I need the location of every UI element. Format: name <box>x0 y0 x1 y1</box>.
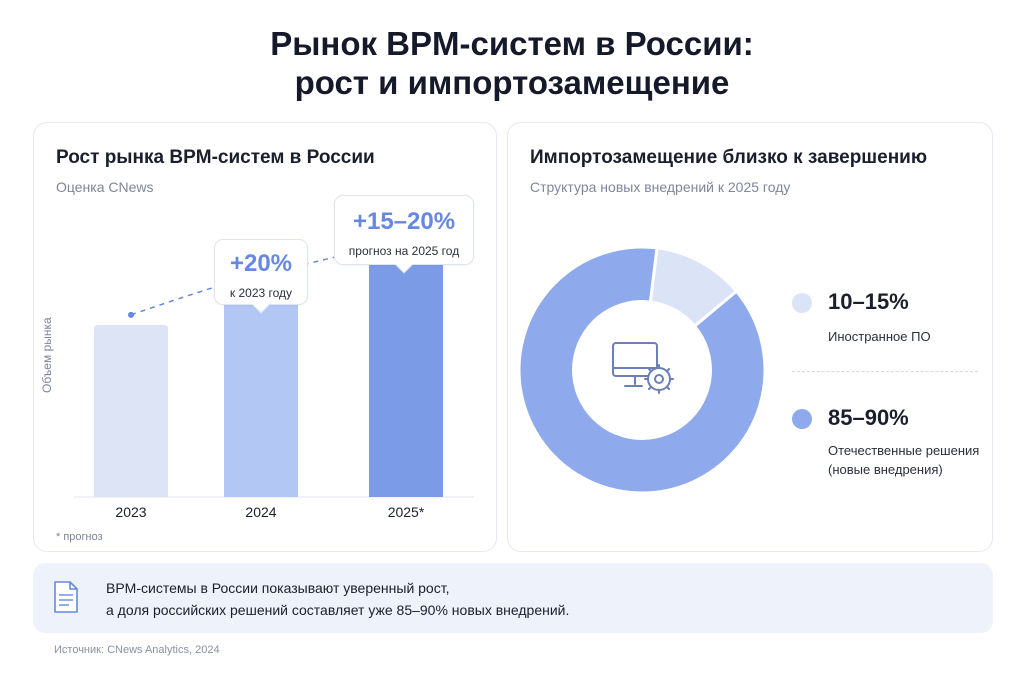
bar-chart: 2023 2024 2025* <box>74 222 474 520</box>
bar-0 <box>94 324 168 497</box>
callout-2025-label: прогноз на 2025 год <box>348 244 460 258</box>
market-growth-title: Рост рынка BPM-систем в России <box>56 147 375 168</box>
legend-domestic-label: Отечественные решения (новые внедрения) <box>828 443 980 477</box>
trend-point-0 <box>128 311 134 318</box>
legend-domestic-swatch <box>792 409 812 429</box>
market-growth-card: Рост рынка BPM-систем в России Оценка CN… <box>33 122 497 552</box>
summary-line1: BPM-системы в России показывают уверенны… <box>106 580 450 596</box>
summary-line2: а доля российских решений составляет уже… <box>106 602 570 618</box>
donut-hole <box>572 300 712 440</box>
import-substitution-card: Импортозамещение близко к завершению Стр… <box>507 122 993 552</box>
document-icon <box>54 581 78 613</box>
page-title-line2: рост и импортозамещение <box>294 64 730 101</box>
callout-2025-value: +15–20% <box>352 208 456 235</box>
x-tick-label: 2024 <box>245 504 276 520</box>
summary-text: BPM-системы в России показывают уверенны… <box>106 577 569 621</box>
callout-2024: +20% к 2023 году <box>214 239 308 314</box>
callout-2024-label: к 2023 году <box>229 286 293 300</box>
monitor-gear-icon <box>612 342 674 394</box>
import-substitution-title: Импортозамещение близко к завершению <box>530 147 928 168</box>
legend-foreign-label: Иностранное ПО <box>828 329 931 344</box>
legend-foreign-value: 10–15% <box>828 289 909 314</box>
source-caption: Источник: CNews Analytics, 2024 <box>54 644 220 656</box>
x-tick-label: 2023 <box>115 504 146 520</box>
bar-1 <box>224 290 298 497</box>
forecast-footnote: * прогноз <box>56 531 103 543</box>
bar-2 <box>369 254 443 497</box>
summary-note: BPM-системы в России показывают уверенны… <box>33 563 993 633</box>
x-tick-label: 2025* <box>388 504 425 520</box>
legend-foreign-swatch <box>792 293 812 313</box>
donut-chart <box>517 245 767 495</box>
callout-2024-value: +20% <box>229 250 293 277</box>
legend-divider <box>792 371 978 372</box>
legend-domestic-value: 85–90% <box>828 405 909 430</box>
import-substitution-subtitle: Структура новых внедрений к 2025 году <box>530 179 791 195</box>
callout-2025: +15–20% прогноз на 2025 год <box>334 195 474 274</box>
page-title: Рынок BPM-систем в России: <box>270 25 754 62</box>
market-growth-subtitle: Оценка CNews <box>56 179 154 195</box>
